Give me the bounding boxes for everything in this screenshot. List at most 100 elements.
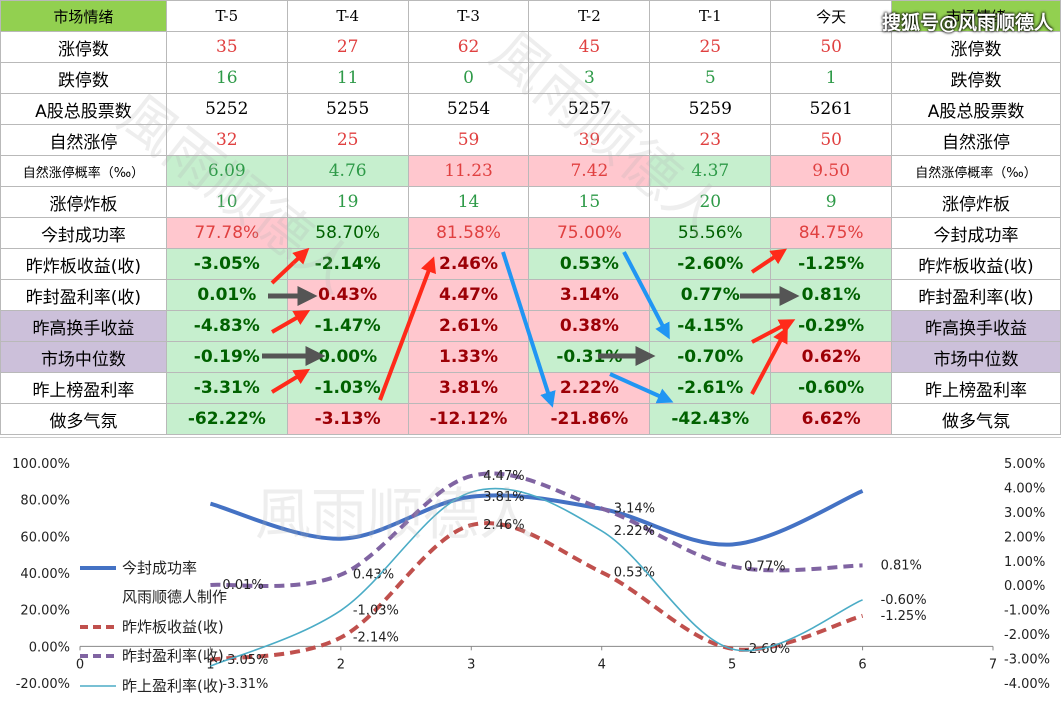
value-cell: 23 <box>649 124 772 156</box>
series-line-昨封盈利率(收) <box>210 471 863 589</box>
row-label-right: 昨高换手收益 <box>891 310 1061 342</box>
row-label: 昨上榜盈利率 <box>0 372 167 404</box>
table-row: 市场中位数 -0.19% 0.00% 1.33% -0.31% -0.70% 0.62% 市场… <box>0 341 1061 373</box>
value-cell: 0 <box>407 62 530 94</box>
value-cell: -21.86% <box>528 403 651 435</box>
row-label-right: 昨封盈利率(收) <box>891 279 1061 311</box>
data-label: 0.53% <box>614 565 655 580</box>
value-cell: -3.05% <box>165 248 288 280</box>
legend-label: 昨炸板收益(收) <box>122 618 224 636</box>
y-left-tick-label: 100.00% <box>12 457 70 472</box>
value-cell: 16 <box>165 62 288 94</box>
x-tick-label: 6 <box>858 657 866 672</box>
value-cell: 62 <box>407 31 530 63</box>
y-right-tick-label: 5.00% <box>1004 457 1045 472</box>
value-cell: 0.01% <box>165 279 288 311</box>
table-row: A股总股票数 5252 5255 5254 5257 5259 5261 A股总股票数 <box>0 93 1061 125</box>
value-cell: 6.62% <box>770 403 893 435</box>
data-label: 0.81% <box>881 558 922 573</box>
value-cell: 3 <box>528 62 651 94</box>
value-cell: 50 <box>770 31 893 63</box>
data-label: 3.14% <box>614 501 655 516</box>
value-cell: -2.60% <box>649 248 772 280</box>
y-left-tick-label: 60.00% <box>20 530 70 545</box>
value-cell: 0.38% <box>528 310 651 342</box>
table-row: 做多气氛 -62.22% -3.13% -12.12% -21.86% -42.43% 6.… <box>0 403 1061 435</box>
value-cell: 7.42 <box>528 155 651 187</box>
header-cell: 市场情绪 <box>891 0 1061 32</box>
value-cell: -62.22% <box>165 403 288 435</box>
data-label: -1.03% <box>353 603 399 618</box>
value-cell: 6.09 <box>165 155 288 187</box>
value-cell: 5254 <box>407 93 530 125</box>
value-cell: -0.19% <box>165 341 288 373</box>
row-label-right: 涨停炸板 <box>891 186 1061 218</box>
y-right-tick-label: 0.00% <box>1004 579 1045 594</box>
data-label: -3.31% <box>222 677 268 692</box>
value-cell: 25 <box>286 124 409 156</box>
value-cell: 59 <box>407 124 530 156</box>
x-tick-label: 1 <box>206 657 214 672</box>
legend-label: 昨封盈利率(收) <box>122 647 224 665</box>
value-cell: 5259 <box>649 93 772 125</box>
row-label: 自然涨停概率（‰） <box>0 155 167 187</box>
value-cell: 9.50 <box>770 155 893 187</box>
value-cell: -4.15% <box>649 310 772 342</box>
series-line-昨上盈利率(收) <box>210 487 863 667</box>
value-cell: 77.78% <box>165 217 288 249</box>
row-label-right: 自然涨停概率（‰） <box>891 155 1061 187</box>
row-label: 昨封盈利率(收) <box>0 279 167 311</box>
data-label: 0.01% <box>222 578 263 593</box>
table-row: 自然涨停概率（‰） 6.09 4.76 11.23 7.42 4.37 9.50 自然涨停概率… <box>0 155 1061 187</box>
value-cell: 5261 <box>770 93 893 125</box>
row-label-right: A股总股票数 <box>891 93 1061 125</box>
data-label: 2.22% <box>614 524 655 539</box>
y-right-tick-label: -4.00% <box>1004 677 1050 692</box>
value-cell: 0.81% <box>770 279 893 311</box>
row-label: 涨停炸板 <box>0 186 167 218</box>
row-label-right: 涨停数 <box>891 31 1061 63</box>
y-left-tick-label: 40.00% <box>20 567 70 582</box>
y-right-tick-label: 2.00% <box>1004 530 1045 545</box>
value-cell: 0.62% <box>770 341 893 373</box>
row-label-right: 昨炸板收益(收) <box>891 248 1061 280</box>
series-line-昨炸板收益(收) <box>210 521 864 662</box>
data-label: 0.77% <box>744 559 785 574</box>
value-cell: 4.76 <box>286 155 409 187</box>
value-cell: 5255 <box>286 93 409 125</box>
value-cell: -2.14% <box>286 248 409 280</box>
value-cell: 4.37 <box>649 155 772 187</box>
row-label: 昨炸板收益(收) <box>0 248 167 280</box>
data-label: 4.47% <box>483 469 524 484</box>
table-row: 涨停数 35 27 62 45 25 50 涨停数 <box>0 31 1061 63</box>
x-tick-label: 7 <box>989 657 997 672</box>
legend-label: 昨上盈利率(收) <box>122 677 224 695</box>
table-row: 昨炸板收益(收) -3.05% -2.14% 2.46% 0.53% -2.60% -1.2… <box>0 248 1061 280</box>
market-sentiment-table: 市场情绪 T-5 T-4 T-3 T-2 T-1 今天 市场情绪 涨停数 35 27 62 45 25 50… <box>0 0 1061 435</box>
value-cell: 0.77% <box>649 279 772 311</box>
value-cell: 2.22% <box>528 372 651 404</box>
value-cell: -4.83% <box>165 310 288 342</box>
y-left-tick-label: 0.00% <box>29 640 70 655</box>
value-cell: 14 <box>407 186 530 218</box>
row-label-right: 市场中位数 <box>891 341 1061 373</box>
header-cell: T-5 <box>165 0 288 32</box>
value-cell: 35 <box>165 31 288 63</box>
row-label: 昨高换手收益 <box>0 310 167 342</box>
x-tick-label: 5 <box>728 657 736 672</box>
row-label: A股总股票数 <box>0 93 167 125</box>
header-cell: 市场情绪 <box>0 0 167 32</box>
data-label: 2.46% <box>483 518 524 533</box>
row-label: 跌停数 <box>0 62 167 94</box>
value-cell: 2.46% <box>407 248 530 280</box>
value-cell: 25 <box>649 31 772 63</box>
header-cell: T-2 <box>528 0 651 32</box>
value-cell: -0.29% <box>770 310 893 342</box>
legend-label: 今封成功率 <box>122 559 197 577</box>
value-cell: 39 <box>528 124 651 156</box>
value-cell: -12.12% <box>407 403 530 435</box>
value-cell: 3.14% <box>528 279 651 311</box>
data-label: -2.14% <box>353 631 399 646</box>
value-cell: 0.43% <box>286 279 409 311</box>
data-label: 3.81% <box>483 490 524 505</box>
